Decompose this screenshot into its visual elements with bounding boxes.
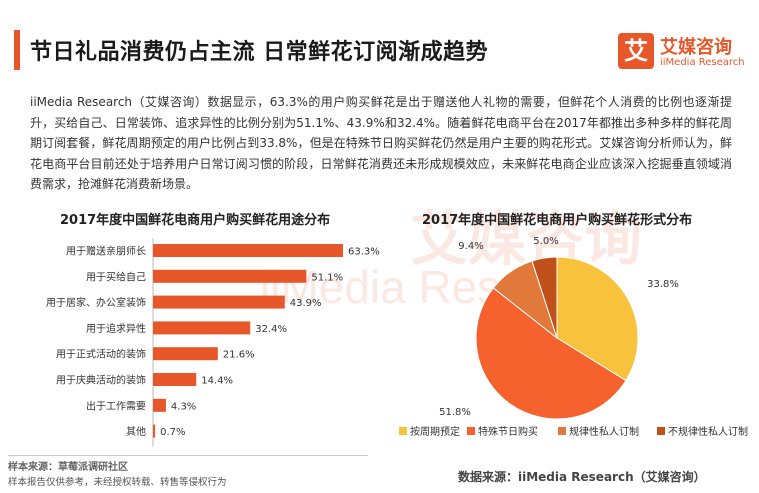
pie-slice	[556, 256, 639, 382]
title-accent-bar	[14, 30, 20, 70]
data-source: 数据来源：iiMedia Research（艾媒咨询）	[458, 470, 706, 484]
bar-value-label: 0.7%	[160, 427, 185, 438]
pie-chart-title: 2017年度中国鲜花电商用户购买鲜花形式分布	[422, 213, 693, 228]
legend-swatch	[467, 427, 475, 435]
sample-source: 样本来源：草莓派调研社区	[8, 462, 128, 473]
bar	[153, 424, 156, 438]
legend-label: 规律性私人订制	[569, 425, 639, 438]
bar-value-label: 63.3%	[348, 247, 380, 258]
pie-slice	[531, 256, 558, 339]
bar-value-label: 14.4%	[201, 376, 233, 387]
pie-slice	[475, 287, 627, 420]
pie-value-label: 9.4%	[458, 241, 483, 252]
bar	[153, 373, 197, 386]
bar-category-label: 其他	[126, 425, 146, 438]
footer-divider	[8, 455, 368, 456]
bar-category-label: 用于居家、办公室装饰	[46, 296, 146, 309]
logo-mark-icon: 艾	[618, 33, 654, 69]
logo-name-cn: 艾媒咨询	[660, 37, 732, 58]
logo-name-en: iiMedia Research	[660, 57, 745, 68]
brand-logo: 艾 艾媒咨询 iiMedia Research	[618, 33, 748, 71]
legend-label: 不规律性私人订制	[668, 425, 748, 438]
bar	[153, 295, 285, 309]
bar-category-label: 用于买给自己	[86, 270, 146, 283]
bar	[153, 347, 218, 361]
bar-category-label: 出于工作需要	[86, 399, 146, 412]
bar	[153, 269, 307, 283]
bar-category-label: 用于正式活动的装饰	[56, 348, 146, 361]
pie-value-label: 5.0%	[533, 236, 558, 247]
legend-swatch	[657, 427, 665, 435]
summary-paragraph: iiMedia Research（艾媒咨询）数据显示，63.3%的用户购买鲜花是…	[30, 95, 732, 191]
bar-category-label: 用于庆典活动的装饰	[56, 374, 146, 387]
bar-value-label: 51.1%	[311, 272, 343, 283]
bar-chart-title: 2017年度中国鲜花电商用户购买鲜花用途分布	[60, 213, 331, 228]
legend-swatch	[558, 427, 566, 435]
bar	[153, 321, 251, 335]
legend-label: 特殊节日购买	[478, 425, 538, 438]
sample-note: 样本报告仅供参考，未经授权转载、转售等侵权行为	[8, 477, 227, 488]
legend-swatch	[399, 427, 407, 435]
bar-value-label: 43.9%	[290, 298, 322, 309]
pie-value-label: 33.8%	[647, 279, 679, 290]
legend-label: 按周期预定	[410, 425, 460, 438]
bar	[153, 244, 343, 257]
bar	[153, 398, 166, 412]
bar-category-label: 用于追求异性	[86, 322, 146, 335]
page-title: 节日礼品消费仍占主流 日常鲜花订阅渐成趋势	[30, 40, 489, 65]
bar-value-label: 32.4%	[255, 324, 287, 335]
bar-value-label: 21.6%	[223, 350, 255, 361]
bar-value-label: 4.3%	[171, 401, 196, 412]
bar-category-label: 用于赠送亲朋师长	[66, 245, 146, 258]
pie-value-label: 51.8%	[439, 407, 471, 418]
